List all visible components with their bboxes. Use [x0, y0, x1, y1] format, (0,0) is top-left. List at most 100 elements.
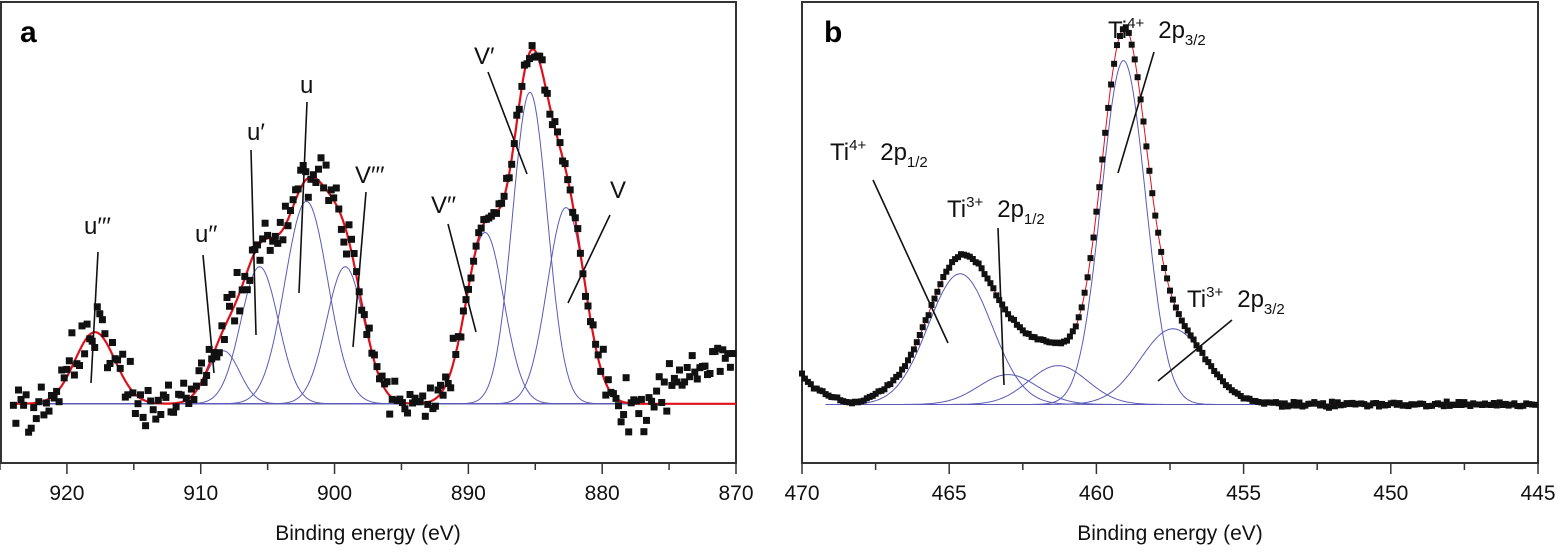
data-point [937, 281, 944, 288]
data-point [470, 257, 478, 265]
data-point [81, 350, 89, 358]
data-point [444, 380, 452, 387]
data-point [1220, 378, 1226, 385]
data-point [1175, 311, 1182, 318]
data-point [1328, 398, 1335, 405]
data-point [78, 322, 86, 330]
data-point [604, 376, 612, 384]
data-point [129, 389, 137, 397]
data-point [126, 357, 134, 365]
data-point [246, 276, 254, 284]
data-point [404, 409, 411, 417]
data-point [665, 360, 673, 368]
data-point [208, 355, 216, 363]
data-point [981, 271, 988, 278]
data-point [1211, 368, 1218, 374]
panel-a-x-axis: 920 910 900 890 880 870 [0, 463, 754, 505]
data-point [582, 292, 589, 300]
data-point [716, 367, 724, 375]
label-v-prime: V′ [474, 43, 495, 70]
data-point [1443, 398, 1450, 405]
data-point [83, 320, 91, 328]
data-point [139, 413, 147, 421]
data-point [363, 331, 371, 338]
data-point [15, 386, 22, 394]
data-point [289, 196, 297, 204]
data-point [231, 317, 239, 325]
data-point [192, 382, 200, 390]
label-ti3-2p12: Ti3+ 2p1/2 [947, 194, 1045, 228]
label-ti3-2p32: Ti3+ 2p3/2 [1187, 284, 1285, 318]
data-point [383, 378, 391, 386]
data-point [256, 256, 264, 264]
data-point [526, 55, 533, 63]
data-point [566, 186, 574, 194]
data-point [421, 412, 429, 420]
data-point [693, 375, 701, 383]
data-point [307, 175, 315, 183]
data-point [943, 268, 950, 275]
data-point [513, 111, 521, 119]
data-point [538, 56, 546, 64]
data-point [345, 221, 353, 229]
data-point [1275, 400, 1282, 407]
data-point [1278, 403, 1285, 410]
data-point [76, 362, 83, 369]
data-point [919, 324, 926, 331]
data-point [27, 424, 35, 432]
data-point [996, 297, 1003, 304]
data-point [101, 330, 109, 338]
tick-label: 870 [718, 482, 753, 505]
data-point [442, 373, 450, 381]
data-point [622, 374, 630, 382]
data-point [195, 367, 203, 375]
data-point [1293, 402, 1300, 409]
data-point [254, 241, 261, 249]
data-point [93, 303, 101, 311]
data-point [1187, 332, 1194, 339]
panel-b-components [825, 60, 1419, 405]
tick-label: 920 [49, 482, 84, 505]
label-u-triple-prime: u′′′ [84, 213, 111, 240]
data-point [45, 407, 53, 415]
data-point [1002, 306, 1009, 313]
data-point [655, 373, 663, 381]
data-point [724, 350, 732, 358]
leader-v1 [487, 71, 528, 175]
data-point [1193, 342, 1200, 349]
leader-u1 [250, 149, 257, 336]
data-point [419, 392, 427, 400]
data-point [53, 387, 61, 395]
data-point [177, 391, 185, 399]
data-point [1131, 56, 1138, 63]
data-point [1167, 287, 1173, 294]
data-point [1072, 323, 1079, 330]
data-point [602, 391, 610, 399]
data-point [518, 82, 526, 90]
data-point [106, 360, 114, 367]
label-v-double-prime: V′′ [431, 192, 457, 219]
data-point [670, 374, 678, 382]
data-point [597, 367, 605, 375]
data-point [353, 268, 361, 276]
data-point [343, 250, 350, 258]
component-curve [26, 91, 730, 405]
data-point [799, 370, 805, 377]
label-ti4-2p12: Ti4+ 2p1/2 [830, 137, 928, 171]
leader-ti3-2p12 [997, 227, 1005, 386]
data-point [1532, 401, 1539, 408]
tick-label: 450 [1373, 482, 1408, 505]
data-point [925, 312, 932, 319]
data-point [205, 345, 213, 353]
data-point [315, 165, 322, 173]
data-point [579, 270, 587, 278]
data-point [391, 377, 399, 385]
tick-label: 470 [784, 482, 819, 505]
component-curve [26, 266, 730, 405]
tick-label: 880 [585, 482, 620, 505]
data-point [284, 222, 292, 230]
panel-a-frame [0, 1, 737, 464]
data-point [431, 402, 439, 410]
data-point [309, 171, 317, 179]
data-point [683, 364, 691, 371]
